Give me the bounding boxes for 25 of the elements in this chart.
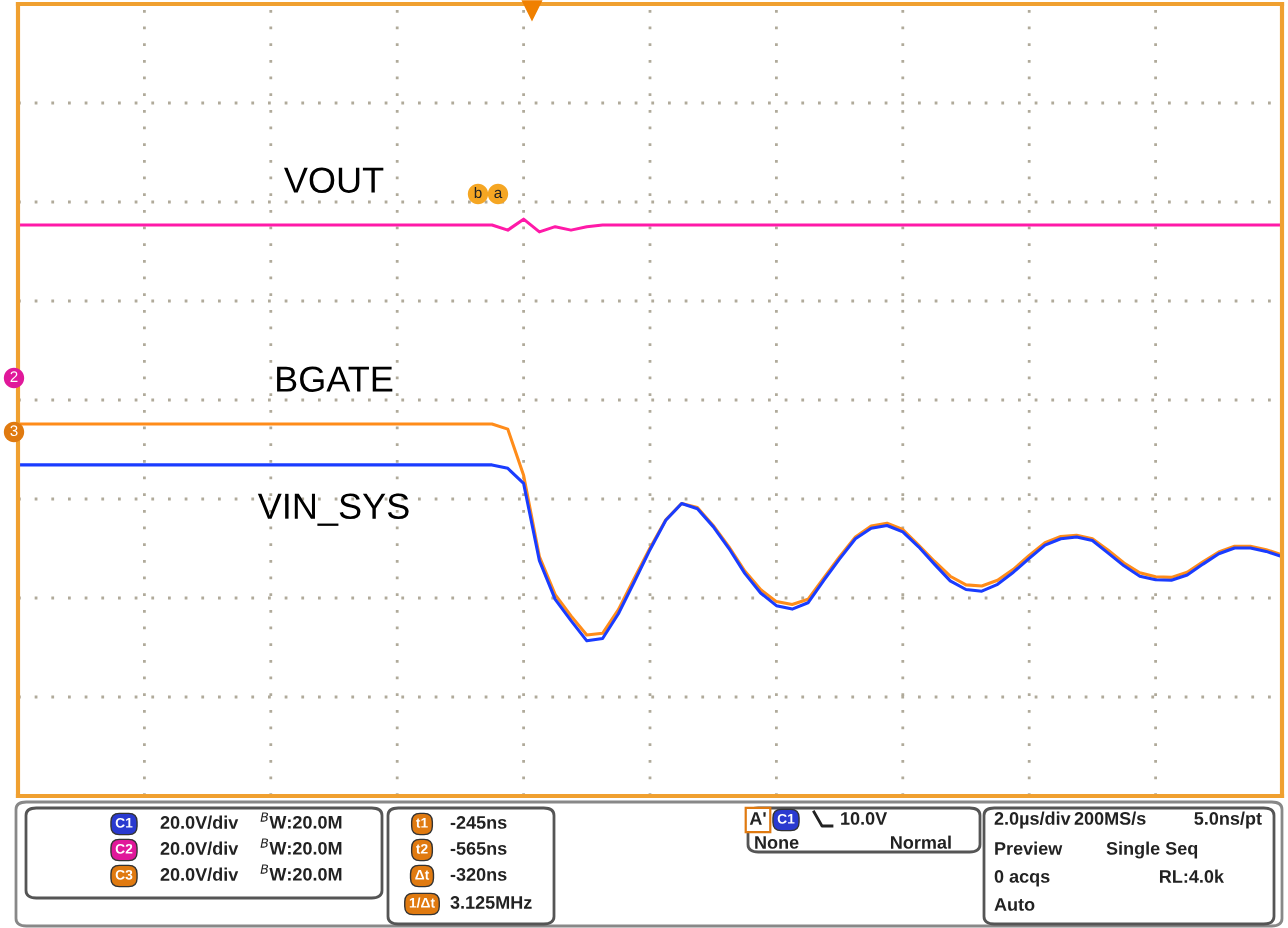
text: $^{B}$W:20.0M: [260, 838, 342, 855]
text: 200MS/s: [1074, 811, 1146, 826]
text: 10.0V: [841, 812, 888, 825]
text: A': [749, 812, 766, 825]
text: -565ns: [450, 842, 507, 855]
text: $^{B}$W:20.0M: [260, 864, 342, 881]
text: 20.0V/div: [160, 815, 239, 830]
text: -245ns: [450, 816, 507, 829]
text: 0 acqs: [994, 870, 1050, 887]
text: Preview: [995, 841, 1063, 855]
text: -320ns: [450, 868, 507, 881]
series-label: VIN_SYS: [257, 493, 409, 526]
text: 5.0ns/pt: [1194, 811, 1262, 829]
text: RL:4.0k: [1159, 869, 1225, 883]
text: Auto: [994, 898, 1035, 911]
text: 20.0V/div: [160, 841, 239, 856]
text: 3.125MHz: [450, 896, 532, 909]
text: Single Seq: [1106, 841, 1198, 859]
text: 20.0V/div: [160, 867, 239, 882]
text: $^{B}$W:20.0M: [260, 812, 342, 829]
series-label: VOUT: [284, 167, 384, 193]
text: Normal: [891, 835, 951, 849]
series-label: BGATE: [277, 366, 393, 392]
text: None: [755, 836, 799, 849]
text: 2.0µs/div: [994, 811, 1071, 829]
